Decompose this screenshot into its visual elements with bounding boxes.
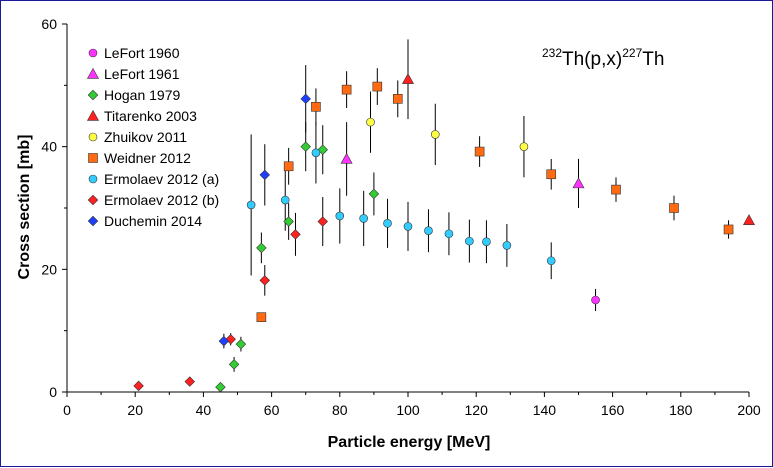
x-tick-label: 40 — [196, 402, 212, 418]
data-point-ermolaev-2012-a — [383, 219, 392, 228]
legend-label-hogan-1979: Hogan 1979 — [104, 87, 181, 103]
data-point-hogan-1979 — [368, 188, 380, 200]
legend-marker-ermolaev-2012-a — [88, 174, 98, 184]
data-point-weidner-2012 — [669, 203, 679, 213]
legend-label-zhuikov-2011: Zhuikov 2011 — [104, 129, 187, 145]
data-point-weidner-2012 — [283, 161, 294, 172]
data-point-ermolaev-2012-b — [259, 275, 271, 286]
data-point-weidner-2012 — [546, 169, 557, 180]
data-point-weidner-2012 — [723, 224, 734, 235]
data-point-ermolaev-2012-b — [317, 216, 328, 227]
legend-marker-zhuikov-2011 — [88, 132, 98, 142]
data-point-weidner-2012 — [372, 81, 383, 92]
x-tick-label: 100 — [396, 402, 420, 418]
data-point-ermolaev-2012-a — [403, 222, 413, 231]
data-point-ermolaev-2012-a — [502, 241, 512, 250]
data-point-titarenko-2003 — [401, 73, 415, 84]
y-tick-label: 0 — [49, 384, 57, 400]
y-axis-label: Cross section [mb] — [16, 135, 33, 280]
legend-marker-hogan-1979 — [87, 89, 99, 101]
legend-label-ermolaev-2012-b: Ermolaev 2012 (b) — [104, 192, 219, 208]
x-tick-label: 120 — [465, 402, 489, 418]
legend-marker-lefort-1961 — [86, 67, 100, 79]
legend-label-weidner-2012: Weidner 2012 — [104, 150, 191, 166]
data-point-ermolaev-2012-a — [546, 256, 556, 266]
reaction-element-a: Th(p,x) — [562, 49, 622, 70]
data-point-zhuikov-2011 — [430, 130, 440, 139]
data-point-hogan-1979 — [317, 144, 328, 155]
data-point-ermolaev-2012-b — [290, 229, 301, 240]
data-point-duchemin-2014 — [300, 93, 311, 105]
y-tick-label: 40 — [41, 139, 57, 155]
data-point-lefort-1960 — [591, 295, 600, 305]
x-tick-label: 0 — [63, 402, 71, 418]
data-point-zhuikov-2011 — [366, 117, 375, 127]
reaction-label: 232Th(p,x)227Th — [542, 46, 664, 70]
data-point-ermolaev-2012-a — [424, 226, 433, 235]
y-tick-label: 20 — [41, 261, 57, 277]
reaction-mass-b: 227 — [622, 46, 642, 60]
legend-label-ermolaev-2012-a: Ermolaev 2012 (a) — [104, 171, 219, 187]
reaction-mass-a: 232 — [542, 46, 562, 60]
data-point-ermolaev-2012-b — [133, 380, 144, 392]
data-point-hogan-1979 — [215, 381, 226, 393]
data-point-ermolaev-2012-a — [335, 211, 345, 221]
data-point-hogan-1979 — [228, 359, 240, 370]
data-point-hogan-1979 — [300, 141, 311, 152]
legend-label-titarenko-2003: Titarenko 2003 — [104, 108, 197, 124]
legend-marker-ermolaev-2012-b — [87, 194, 99, 206]
data-point-weidner-2012 — [311, 102, 321, 112]
data-point-weidner-2012 — [256, 312, 267, 322]
data-point-ermolaev-2012-a — [246, 200, 256, 210]
y-tick-label: 60 — [41, 16, 57, 32]
data-point-hogan-1979 — [283, 216, 294, 227]
x-tick-label: 140 — [533, 402, 557, 418]
data-point-hogan-1979 — [235, 338, 247, 350]
x-tick-label: 200 — [737, 402, 761, 418]
legend-marker-duchemin-2014 — [87, 215, 99, 227]
data-point-ermolaev-2012-a — [444, 229, 454, 239]
data-point-ermolaev-2012-a — [311, 148, 321, 158]
data-point-ermolaev-2012-b — [225, 334, 236, 345]
data-point-weidner-2012 — [474, 146, 485, 157]
legend-marker-titarenko-2003 — [86, 109, 100, 121]
x-tick-label: 180 — [669, 402, 693, 418]
data-point-weidner-2012 — [341, 84, 352, 95]
x-tick-label: 60 — [264, 402, 280, 418]
data-point-lefort-1961 — [340, 152, 353, 164]
legend-marker-weidner-2012 — [88, 153, 98, 163]
data-point-ermolaev-2012-a — [465, 236, 474, 246]
data-point-zhuikov-2011 — [519, 142, 529, 151]
x-tick-label: 20 — [127, 402, 143, 418]
legend-label-lefort-1960: LeFort 1960 — [104, 45, 180, 61]
data-point-ermolaev-2012-a — [359, 214, 368, 223]
legend-label-lefort-1961: LeFort 1961 — [104, 66, 180, 82]
data-point-ermolaev-2012-b — [184, 376, 195, 387]
data-point-duchemin-2014 — [218, 335, 230, 347]
data-point-duchemin-2014 — [259, 169, 271, 181]
x-tick-label: 160 — [601, 402, 625, 418]
x-tick-label: 80 — [332, 402, 348, 418]
data-point-lefort-1961 — [572, 177, 585, 189]
legend-marker-lefort-1960 — [88, 48, 98, 58]
data-point-titarenko-2003 — [742, 214, 756, 225]
legend-label-duchemin-2014: Duchemin 2014 — [104, 213, 202, 229]
data-point-ermolaev-2012-a — [280, 195, 290, 205]
data-point-hogan-1979 — [256, 242, 267, 254]
data-point-ermolaev-2012-a — [482, 237, 491, 247]
data-point-weidner-2012 — [611, 184, 621, 195]
data-point-weidner-2012 — [392, 94, 403, 104]
x-axis-label: Particle energy [MeV] — [328, 434, 491, 451]
reaction-element-b: Th — [642, 49, 664, 70]
